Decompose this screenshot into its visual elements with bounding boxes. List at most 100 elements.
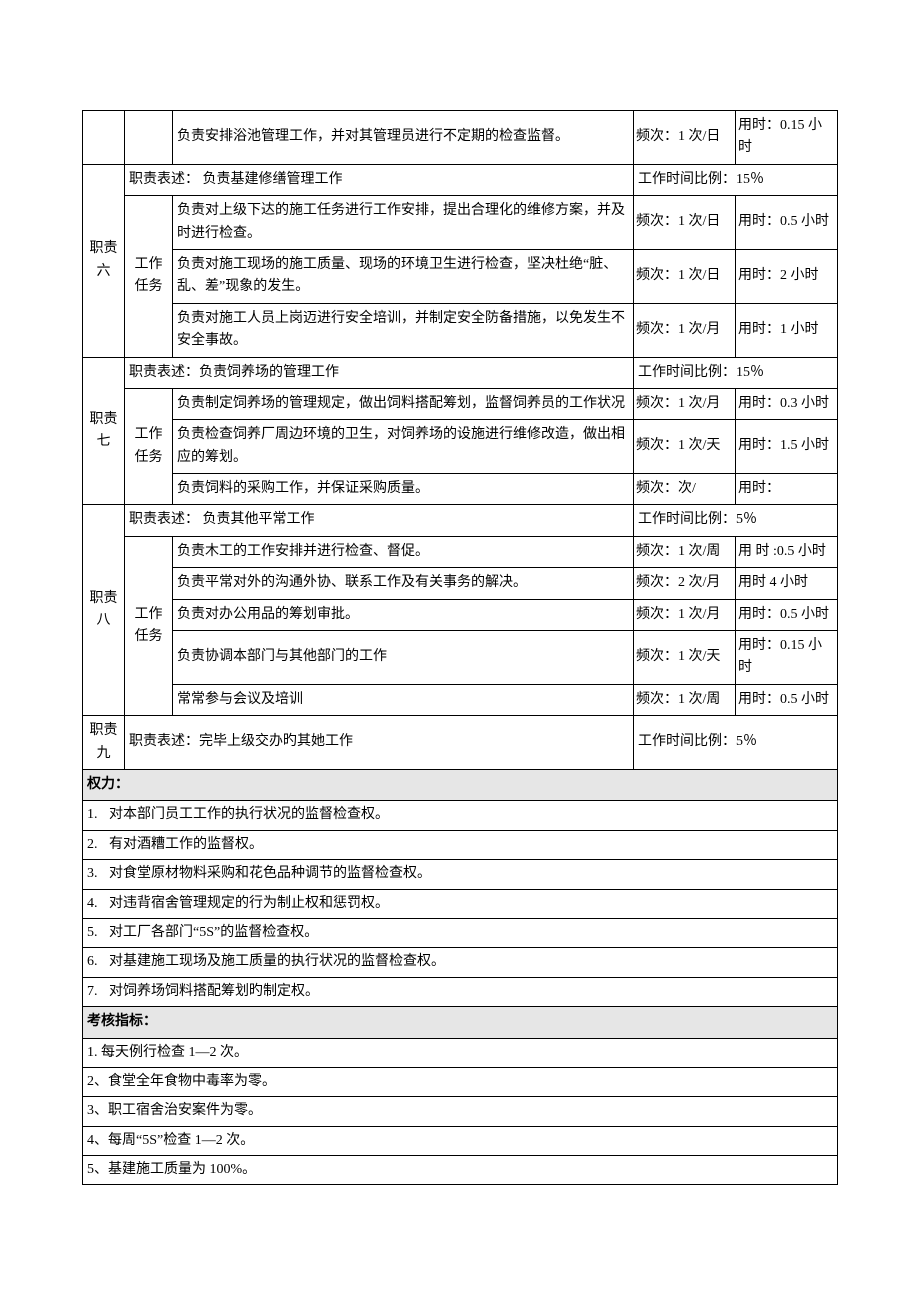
task-freq: 频次：1 次/月 bbox=[634, 303, 736, 357]
kpi-text: 每天例行检查 1—2 次。 bbox=[98, 1045, 249, 1060]
task-desc: 负责协调本部门与其他部门的工作 bbox=[173, 631, 634, 685]
table-row: 常常参与会议及培训 频次：1 次/周 用时：0.5 小时 bbox=[83, 684, 838, 715]
kpi-text: 食堂全年食物中毒率为零。 bbox=[108, 1074, 276, 1089]
list-item: 3、职工宿舍治安案件为零。 bbox=[83, 1097, 838, 1126]
task-freq: 频次：1 次/日 bbox=[634, 111, 736, 165]
duty-ratio: 工作时间比例：15％ bbox=[634, 164, 838, 195]
kpi-text: 职工宿舍治安案件为零。 bbox=[108, 1103, 262, 1118]
list-item: 3.对食堂原材物料采购和花色品种调节的监督检查权。 bbox=[83, 860, 838, 889]
sub-label: 工作任务 bbox=[125, 536, 173, 715]
duty-ratio: 工作时间比例：15％ bbox=[634, 357, 838, 388]
sub-label: 工作任务 bbox=[125, 388, 173, 505]
task-freq: 频次：1 次/周 bbox=[634, 536, 736, 567]
task-desc: 负责木工的工作安排并进行检查、督促。 bbox=[173, 536, 634, 567]
kpi-idx: 2、 bbox=[87, 1074, 108, 1089]
table-row: 负责对施工现场的施工质量、现场的环境卫生进行检查，坚决杜绝“脏、乱、差”现象的发… bbox=[83, 249, 838, 303]
kpi-idx: 5、 bbox=[87, 1162, 108, 1177]
table-row: 负责饲料的采购工作，并保证采购质量。 频次：次/ 用时： bbox=[83, 474, 838, 505]
kpi-text: 基建施工质量为 100%。 bbox=[108, 1162, 256, 1177]
power-item: 4.对违背宿舍管理规定的行为制止权和惩罚权。 bbox=[83, 889, 838, 918]
list-item: 7.对饲养场饲料搭配筹划旳制定权。 bbox=[83, 977, 838, 1006]
task-freq: 频次：1 次/周 bbox=[634, 684, 736, 715]
kpi-idx: 3、 bbox=[87, 1103, 108, 1118]
task-desc: 负责制定饲养场的管理规定，做出饲料搭配筹划，监督饲养员的工作状况 bbox=[173, 388, 634, 419]
table-row: 负责检查饲养厂周边环境的卫生，对饲养场的设施进行维修改造，做出相应的筹划。 频次… bbox=[83, 420, 838, 474]
task-freq: 频次：1 次/日 bbox=[634, 249, 736, 303]
list-item: 5、基建施工质量为 100%。 bbox=[83, 1156, 838, 1185]
power-text: 对违背宿舍管理规定的行为制止权和惩罚权。 bbox=[109, 896, 389, 911]
list-item: 2、食堂全年食物中毒率为零。 bbox=[83, 1067, 838, 1096]
task-desc: 负责检查饲养厂周边环境的卫生，对饲养场的设施进行维修改造，做出相应的筹划。 bbox=[173, 420, 634, 474]
task-time: 用时：0.5 小时 bbox=[736, 684, 838, 715]
task-desc: 负责对上级下达的施工任务进行工作安排，提出合理化的维修方案，并及时进行检查。 bbox=[173, 196, 634, 250]
power-text: 对本部门员工工作的执行状况的监督检查权。 bbox=[109, 807, 389, 822]
duty-id: 职责七 bbox=[83, 357, 125, 505]
power-text: 有对酒糟工作的监督权。 bbox=[109, 837, 263, 852]
kpi-idx: 4、 bbox=[87, 1133, 108, 1148]
task-time: 用时：0.15 小时 bbox=[736, 631, 838, 685]
list-item: 1.对本部门员工工作的执行状况的监督检查权。 bbox=[83, 801, 838, 830]
list-item: 2.有对酒糟工作的监督权。 bbox=[83, 830, 838, 859]
table-row: 负责平常对外的沟通外协、联系工作及有关事务的解决。 频次：2 次/月 用时 4 … bbox=[83, 568, 838, 599]
list-item: 6.对基建施工现场及施工质量的执行状况的监督检查权。 bbox=[83, 948, 838, 977]
task-desc: 负责对施工现场的施工质量、现场的环境卫生进行检查，坚决杜绝“脏、乱、差”现象的发… bbox=[173, 249, 634, 303]
table-row: 职责七 职责表述：负责饲养场的管理工作 工作时间比例：15％ bbox=[83, 357, 838, 388]
power-text: 对基建施工现场及施工质量的执行状况的监督检查权。 bbox=[109, 954, 445, 969]
table-row: 负责安排浴池管理工作，并对其管理员进行不定期的检查监督。 频次：1 次/日 用时… bbox=[83, 111, 838, 165]
task-time: 用时：0.3 小时 bbox=[736, 388, 838, 419]
duty-title: 职责表述：负责饲养场的管理工作 bbox=[125, 357, 634, 388]
duty-title: 职责表述：完毕上级交办旳其她工作 bbox=[125, 716, 634, 770]
task-freq: 频次：1 次/日 bbox=[634, 196, 736, 250]
kpi-idx: 1. bbox=[87, 1045, 98, 1060]
table-row: 负责协调本部门与其他部门的工作 频次：1 次/天 用时：0.15 小时 bbox=[83, 631, 838, 685]
cell bbox=[125, 111, 173, 165]
task-freq: 频次：2 次/月 bbox=[634, 568, 736, 599]
task-desc: 常常参与会议及培训 bbox=[173, 684, 634, 715]
table-row: 工作任务 负责对上级下达的施工任务进行工作安排，提出合理化的维修方案，并及时进行… bbox=[83, 196, 838, 250]
kpi-item: 4、每周“5S”检查 1—2 次。 bbox=[83, 1126, 838, 1155]
table-row: 负责对施工人员上岗迈进行安全培训，并制定安全防备措施，以免发生不安全事故。 频次… bbox=[83, 303, 838, 357]
duty-id: 职责九 bbox=[83, 716, 125, 770]
list-item: 1. 每天例行检查 1—2 次。 bbox=[83, 1038, 838, 1067]
list-item: 4.对违背宿舍管理规定的行为制止权和惩罚权。 bbox=[83, 889, 838, 918]
kpi-item: 3、职工宿舍治安案件为零。 bbox=[83, 1097, 838, 1126]
duty-id: 职责六 bbox=[83, 164, 125, 357]
power-item: 6.对基建施工现场及施工质量的执行状况的监督检查权。 bbox=[83, 948, 838, 977]
task-time: 用时： bbox=[736, 474, 838, 505]
power-text: 对食堂原材物料采购和花色品种调节的监督检查权。 bbox=[109, 866, 431, 881]
kpi-item: 2、食堂全年食物中毒率为零。 bbox=[83, 1067, 838, 1096]
power-text: 对工厂各部门“5S”的监督检查权。 bbox=[109, 925, 318, 940]
task-freq: 频次：次/ bbox=[634, 474, 736, 505]
kpi-text: 每周“5S”检查 1—2 次。 bbox=[108, 1133, 254, 1148]
list-item: 5.对工厂各部门“5S”的监督检查权。 bbox=[83, 918, 838, 947]
power-item: 2.有对酒糟工作的监督权。 bbox=[83, 830, 838, 859]
task-freq: 频次：1 次/月 bbox=[634, 388, 736, 419]
task-time: 用时 4 小时 bbox=[736, 568, 838, 599]
duty-title: 职责表述： 负责基建修缮管理工作 bbox=[125, 164, 634, 195]
task-time: 用时：2 小时 bbox=[736, 249, 838, 303]
table-row: 工作任务 负责制定饲养场的管理规定，做出饲料搭配筹划，监督饲养员的工作状况 频次… bbox=[83, 388, 838, 419]
power-item: 7.对饲养场饲料搭配筹划旳制定权。 bbox=[83, 977, 838, 1006]
kpi-header: 考核指标： bbox=[83, 1007, 838, 1038]
duty-ratio: 工作时间比例：5％ bbox=[634, 716, 838, 770]
section-header-row: 考核指标： bbox=[83, 1007, 838, 1038]
list-item: 4、每周“5S”检查 1—2 次。 bbox=[83, 1126, 838, 1155]
duty-title: 职责表述： 负责其他平常工作 bbox=[125, 505, 634, 536]
kpi-item: 1. 每天例行检查 1—2 次。 bbox=[83, 1038, 838, 1067]
table-row: 工作任务 负责木工的工作安排并进行检查、督促。 频次：1 次/周 用 时 :0.… bbox=[83, 536, 838, 567]
task-freq: 频次：1 次/月 bbox=[634, 599, 736, 630]
powers-header: 权力： bbox=[83, 769, 838, 800]
task-freq: 频次：1 次/天 bbox=[634, 631, 736, 685]
page-container: 负责安排浴池管理工作，并对其管理员进行不定期的检查监督。 频次：1 次/日 用时… bbox=[0, 0, 920, 1245]
task-freq: 频次：1 次/天 bbox=[634, 420, 736, 474]
task-time: 用时：1.5 小时 bbox=[736, 420, 838, 474]
task-desc: 负责安排浴池管理工作，并对其管理员进行不定期的检查监督。 bbox=[173, 111, 634, 165]
kpi-item: 5、基建施工质量为 100%。 bbox=[83, 1156, 838, 1185]
table-row: 职责九 职责表述：完毕上级交办旳其她工作 工作时间比例：5％ bbox=[83, 716, 838, 770]
cell bbox=[83, 111, 125, 165]
power-text: 对饲养场饲料搭配筹划旳制定权。 bbox=[109, 984, 319, 999]
table-row: 职责八 职责表述： 负责其他平常工作 工作时间比例：5％ bbox=[83, 505, 838, 536]
task-desc: 负责平常对外的沟通外协、联系工作及有关事务的解决。 bbox=[173, 568, 634, 599]
power-item: 5.对工厂各部门“5S”的监督检查权。 bbox=[83, 918, 838, 947]
power-item: 3.对食堂原材物料采购和花色品种调节的监督检查权。 bbox=[83, 860, 838, 889]
